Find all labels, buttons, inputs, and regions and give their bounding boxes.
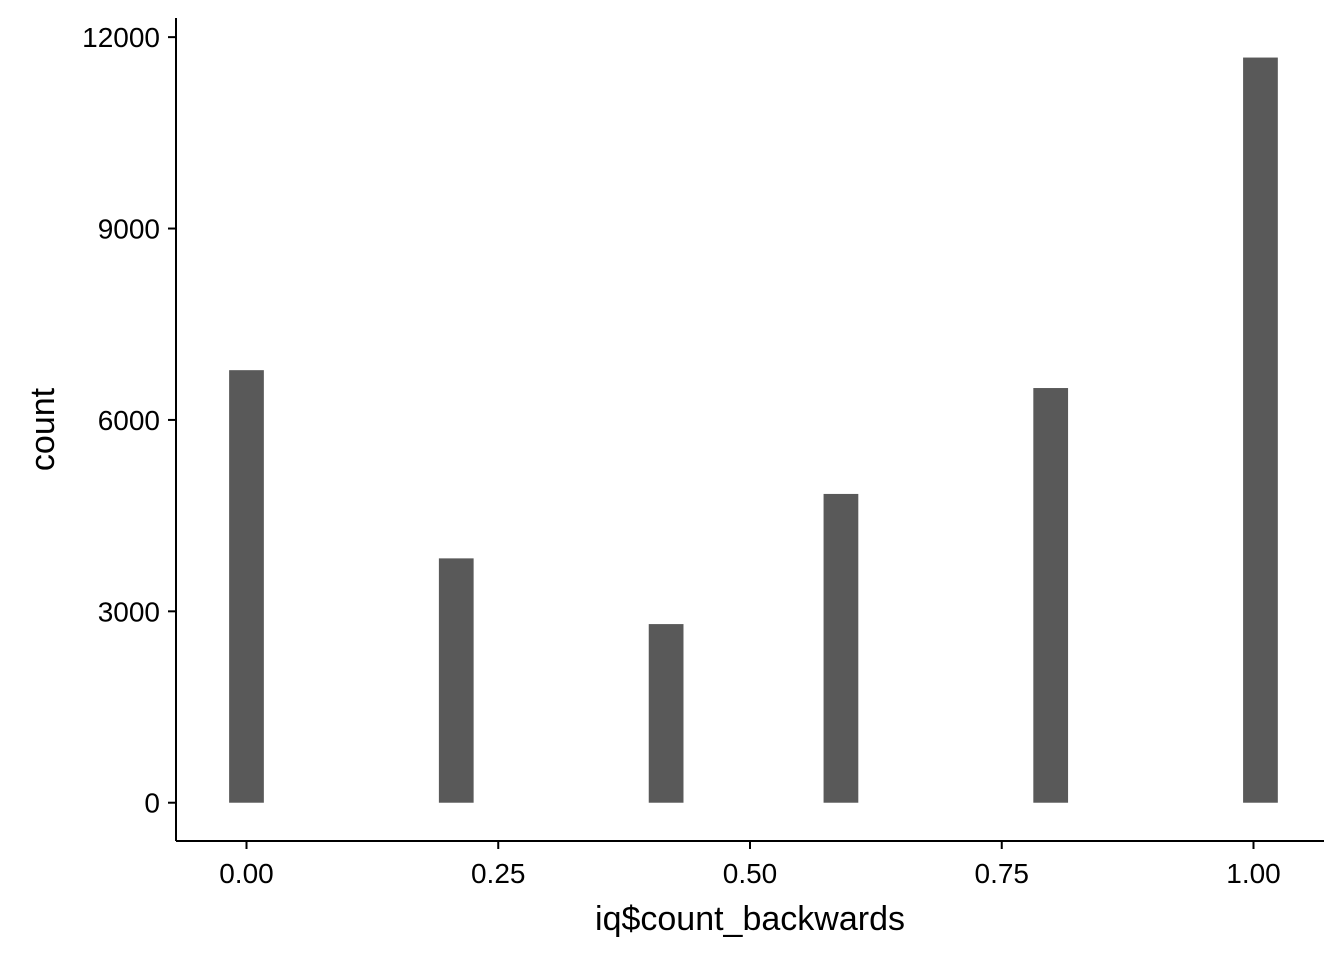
x-tick-label: 0.25	[471, 858, 526, 889]
histogram-bar	[438, 558, 474, 803]
y-tick-label: 3000	[98, 596, 160, 627]
x-tick-label: 0.50	[723, 858, 778, 889]
x-tick-label: 0.75	[975, 858, 1030, 889]
histogram-bar	[823, 493, 859, 803]
x-axis-title: iq$count_backwards	[595, 900, 905, 938]
y-tick-label: 6000	[98, 405, 160, 436]
y-tick-label: 9000	[98, 214, 160, 245]
x-axis-ticks: 0.00 0.25 0.50 0.75 1.00	[219, 841, 1281, 889]
histogram-bar	[1033, 388, 1069, 803]
y-tick-label: 0	[144, 788, 160, 819]
y-axis-ticks: 0 3000 6000 9000 12000	[82, 22, 176, 819]
x-tick-label: 1.00	[1226, 858, 1281, 889]
y-tick-label: 12000	[82, 22, 160, 53]
histogram-bar	[1243, 57, 1278, 803]
y-axis-title: count	[24, 387, 62, 471]
histogram-bar	[648, 624, 684, 803]
x-tick-label: 0.00	[219, 858, 274, 889]
histogram-bar	[229, 370, 264, 803]
bars-group	[229, 57, 1278, 803]
